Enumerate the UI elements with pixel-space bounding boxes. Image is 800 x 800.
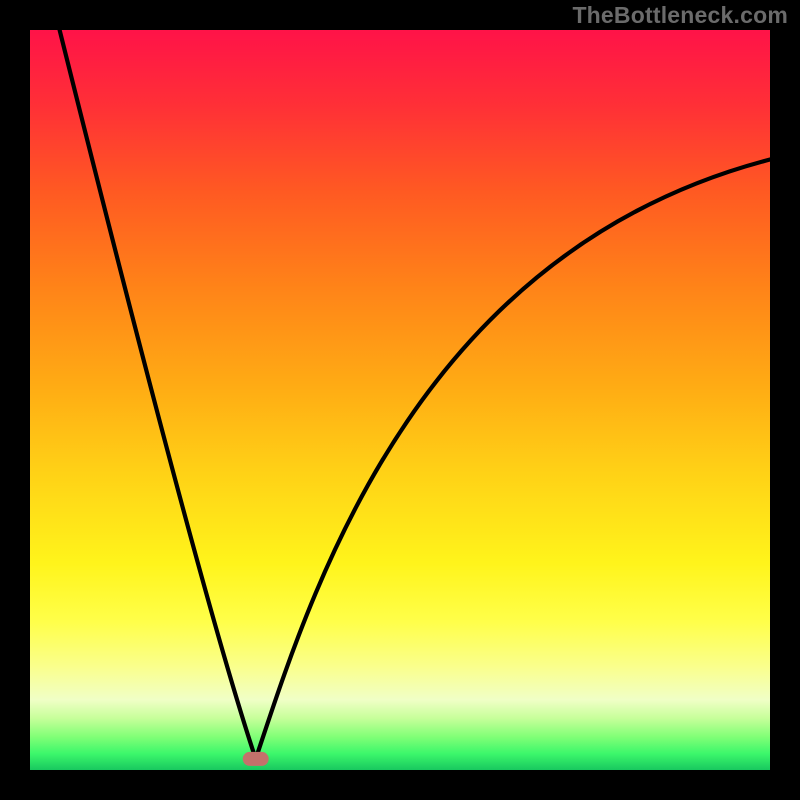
chart-stage: TheBottleneck.com: [0, 0, 800, 800]
watermark-text: TheBottleneck.com: [572, 2, 788, 29]
bottleneck-chart: [0, 0, 800, 800]
optimal-point-marker: [243, 752, 269, 766]
plot-gradient-background: [30, 30, 770, 770]
